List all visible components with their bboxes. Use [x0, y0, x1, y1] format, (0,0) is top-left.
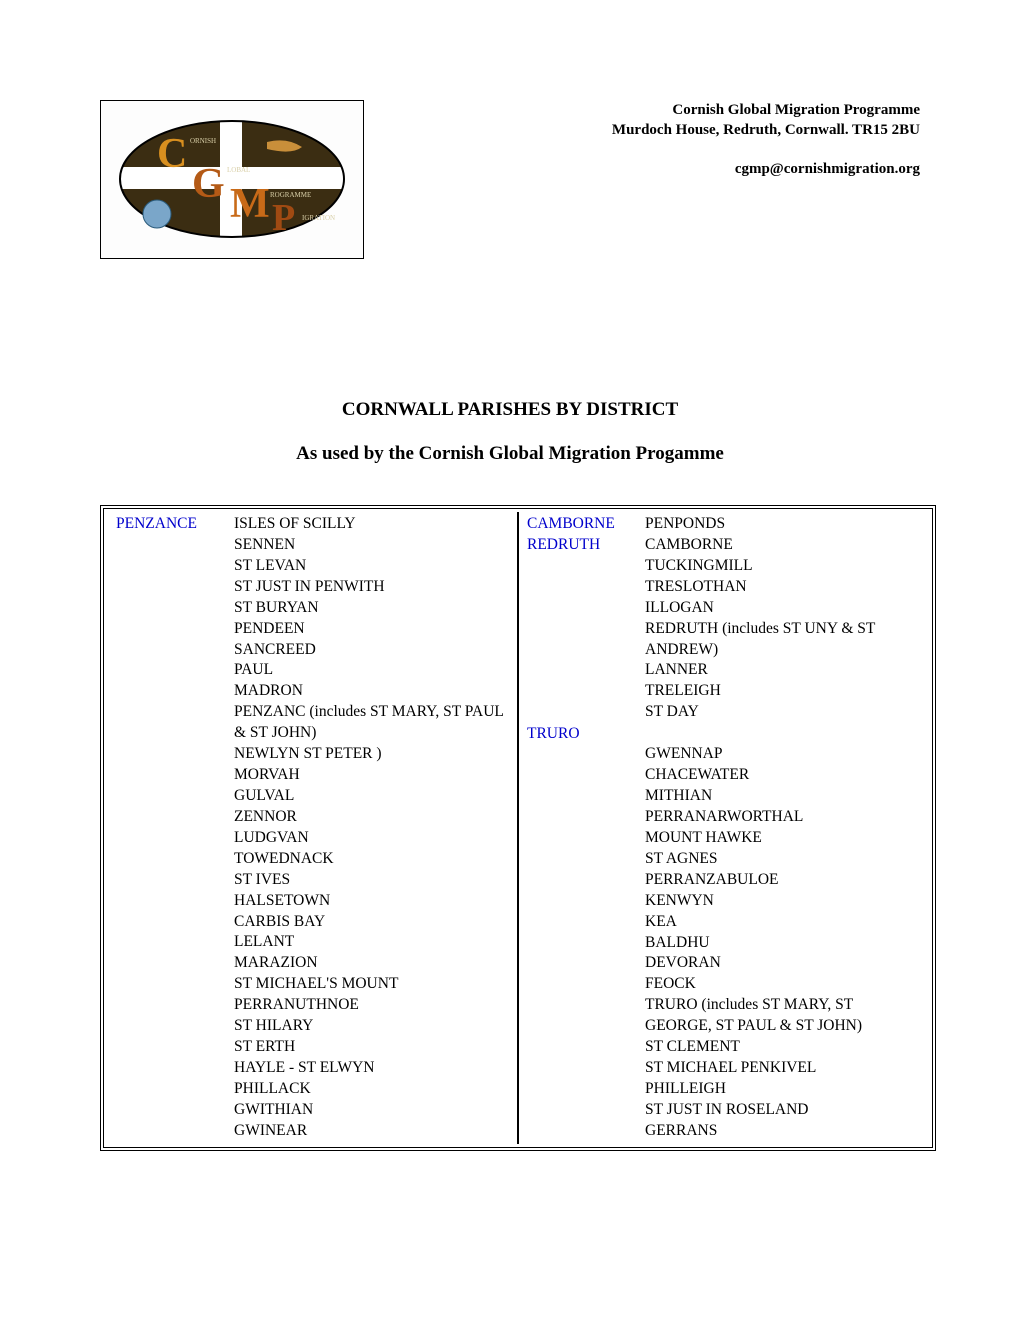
svg-text:ORNISH: ORNISH: [190, 137, 216, 145]
parish-item: ST DAY: [645, 702, 920, 723]
parish-item: MARAZION: [234, 953, 509, 974]
parish-item: ST IVES: [234, 870, 509, 891]
svg-text:G: G: [192, 161, 225, 207]
parish-item: ST CLEMENT: [645, 1037, 920, 1058]
parish-item: TRESLOTHAN: [645, 577, 920, 598]
parish-item: MOUNT HAWKE: [645, 828, 920, 849]
parish-item: ST MICHAEL'S MOUNT: [234, 974, 509, 995]
parish-item: HAYLE - ST ELWYN: [234, 1058, 509, 1079]
parish-item: NEWLYN ST PETER ): [234, 744, 509, 765]
parish-item: MORVAH: [234, 765, 509, 786]
svg-text:M: M: [230, 181, 270, 227]
document-page: C G M P ORNISH LOBAL ROGRAMME IGRATION C…: [0, 0, 1020, 1211]
table-right-half: CAMBORNE REDRUTH TRURO PENPONDS CAMBORNE…: [519, 512, 928, 1144]
main-title: CORNWALL PARISHES BY DISTRICT: [100, 399, 920, 421]
parish-item: ST JUST IN ROSELAND: [645, 1100, 920, 1121]
parish-item: SANCREED: [234, 640, 509, 661]
parish-item: HALSETOWN: [234, 891, 509, 912]
parish-item: REDRUTH (includes ST UNY & ST ANDREW): [645, 619, 920, 661]
parishes-column-right: PENPONDS CAMBORNE TUCKINGMILL TRESLOTHAN…: [645, 514, 920, 1142]
svg-text:C: C: [157, 131, 187, 177]
district-column-right: CAMBORNE REDRUTH TRURO: [527, 514, 645, 1142]
parish-item: ST JUST IN PENWITH: [234, 577, 509, 598]
parish-item: ST HILARY: [234, 1016, 509, 1037]
parish-item: GULVAL: [234, 786, 509, 807]
parish-item: ILLOGAN: [645, 598, 920, 619]
district-column-left: PENZANCE: [116, 514, 234, 1142]
parish-item: ST ERTH: [234, 1037, 509, 1058]
parish-item: PENPONDS: [645, 514, 920, 535]
parish-item: GWITHIAN: [234, 1100, 509, 1121]
parish-item: PERRANARWORTHAL: [645, 807, 920, 828]
district-link[interactable]: TRURO: [527, 724, 645, 745]
parish-item: TOWEDNACK: [234, 849, 509, 870]
district-link[interactable]: REDRUTH: [527, 535, 645, 556]
parish-item: PERRANZABULOE: [645, 870, 920, 891]
parish-item: PAUL: [234, 660, 509, 681]
cgmp-logo-icon: C G M P ORNISH LOBAL ROGRAMME IGRATION: [112, 112, 352, 247]
parish-item: GERRANS: [645, 1121, 920, 1142]
parish-item: MADRON: [234, 681, 509, 702]
sub-title: As used by the Cornish Global Migration …: [100, 443, 920, 465]
parish-item: CARBIS BAY: [234, 912, 509, 933]
parish-item: PENDEEN: [234, 619, 509, 640]
parish-item: PENZANC (includes ST MARY, ST PAUL & ST …: [234, 702, 509, 744]
svg-text:P: P: [272, 197, 295, 239]
parish-item: MITHIAN: [645, 786, 920, 807]
parish-item: ST MICHAEL PENKIVEL: [645, 1058, 920, 1079]
parish-item: TUCKINGMILL: [645, 556, 920, 577]
parish-item: GWENNAP: [645, 744, 920, 765]
parish-item: ST AGNES: [645, 849, 920, 870]
parish-item: TRELEIGH: [645, 681, 920, 702]
parish-item: CHACEWATER: [645, 765, 920, 786]
parish-item: LANNER: [645, 660, 920, 681]
org-name: Cornish Global Migration Programme: [612, 100, 920, 120]
parish-item: KEA: [645, 912, 920, 933]
parish-item: KENWYN: [645, 891, 920, 912]
org-address: Murdoch House, Redruth, Cornwall. TR15 2…: [612, 120, 920, 140]
parish-item: ST LEVAN: [234, 556, 509, 577]
parish-item: ZENNOR: [234, 807, 509, 828]
org-email: cgmp@cornishmigration.org: [612, 159, 920, 179]
parishes-column-left: ISLES OF SCILLY SENNEN ST LEVAN ST JUST …: [234, 514, 509, 1142]
parish-item: PERRANUTHNOE: [234, 995, 509, 1016]
parish-item: SENNEN: [234, 535, 509, 556]
parish-item: ISLES OF SCILLY: [234, 514, 509, 535]
header-row: C G M P ORNISH LOBAL ROGRAMME IGRATION C…: [100, 100, 920, 259]
parish-item: BALDHU: [645, 933, 920, 954]
district-link[interactable]: CAMBORNE: [527, 514, 645, 535]
logo: C G M P ORNISH LOBAL ROGRAMME IGRATION: [100, 100, 364, 259]
table-left-half: PENZANCE ISLES OF SCILLY SENNEN ST LEVAN…: [108, 512, 519, 1144]
district-link[interactable]: PENZANCE: [116, 514, 234, 535]
parish-item: LELANT: [234, 932, 509, 953]
parish-item: ST BURYAN: [234, 598, 509, 619]
parish-item: FEOCK: [645, 974, 920, 995]
parish-table: PENZANCE ISLES OF SCILLY SENNEN ST LEVAN…: [100, 505, 936, 1151]
titles: CORNWALL PARISHES BY DISTRICT As used by…: [100, 399, 920, 465]
svg-text:LOBAL: LOBAL: [227, 166, 250, 174]
parish-item: GWINEAR: [234, 1121, 509, 1142]
svg-text:IGRATION: IGRATION: [302, 214, 335, 222]
parish-item: PHILLEIGH: [645, 1079, 920, 1100]
parish-item: DEVORAN: [645, 953, 920, 974]
svg-text:ROGRAMME: ROGRAMME: [270, 191, 311, 199]
parish-item: CAMBORNE: [645, 535, 920, 556]
parish-item: PHILLACK: [234, 1079, 509, 1100]
org-info: Cornish Global Migration Programme Murdo…: [612, 100, 920, 179]
parish-item: LUDGVAN: [234, 828, 509, 849]
parish-item: TRURO (includes ST MARY, ST GEORGE, ST P…: [645, 995, 920, 1037]
